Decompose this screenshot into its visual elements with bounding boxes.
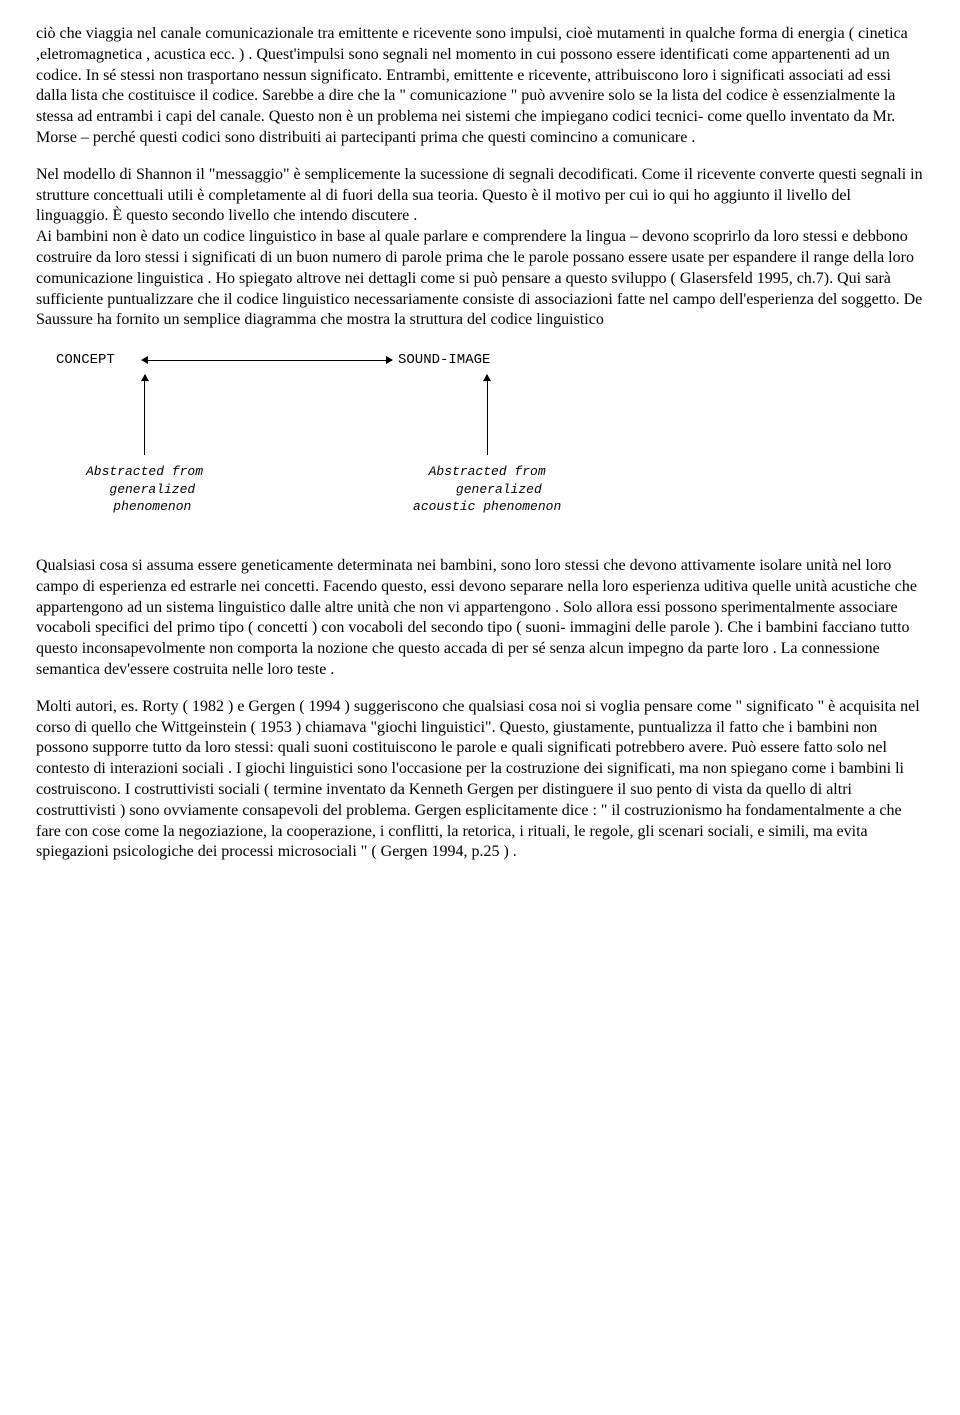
saussure-diagram: CONCEPT SOUND-IMAGE Abstracted from gene… [36,351,924,516]
left-arrow-column: Abstracted from generalized phenomenon [86,375,203,516]
paragraph-1: ciò che viaggia nel canale comunicaziona… [36,24,924,149]
diagram-bottom-row: Abstracted from generalized phenomenon A… [56,375,924,516]
left-abstracted-label: Abstracted from generalized phenomenon [86,463,203,516]
concept-label: CONCEPT [56,351,136,369]
paragraph-2: Nel modello di Shannon il "messaggio" è … [36,165,924,331]
paragraph-4: Molti autori, es. Rorty ( 1982 ) e Gerge… [36,697,924,863]
sound-image-label: SOUND-IMAGE [398,351,490,369]
right-abstracted-label: Abstracted from generalized acoustic phe… [413,463,561,516]
up-arrow-icon [144,375,145,455]
diagram-top-row: CONCEPT SOUND-IMAGE [56,351,924,369]
up-arrow-icon [487,375,488,455]
paragraph-3: Qualsiasi cosa si assuma essere genetica… [36,556,924,681]
right-arrow-column: Abstracted from generalized acoustic phe… [413,375,561,516]
